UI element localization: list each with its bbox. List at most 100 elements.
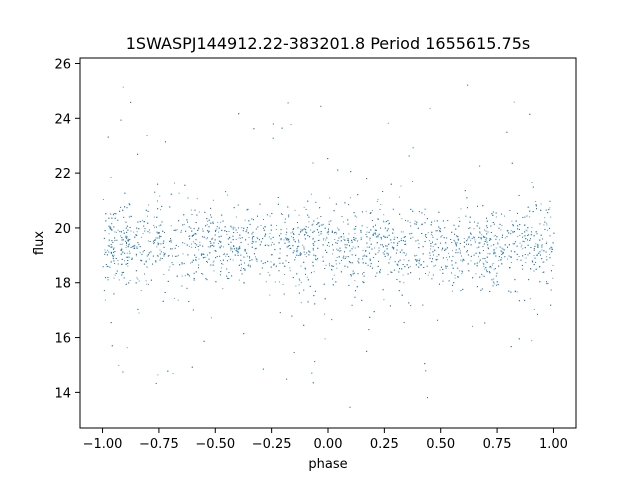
data-point [299,230,301,232]
data-point [241,273,243,275]
data-point [129,239,131,241]
x-axis-ticks: −1.00 −0.75 −0.50 −0.25 0.00 0.25 0.50 0.75 1.00 [83,428,568,452]
data-point [430,245,432,247]
data-point [529,216,531,218]
data-point [401,294,403,296]
data-point [399,281,401,283]
data-point [479,242,481,244]
data-point [546,256,548,258]
data-point [331,265,333,267]
data-point [302,229,304,231]
data-point [246,209,248,211]
data-point [502,248,504,250]
data-point [498,256,500,258]
data-point [348,204,350,206]
data-point [516,259,518,261]
data-point [499,223,501,225]
data-point [130,215,132,217]
data-point [202,257,204,259]
data-point [522,248,524,250]
data-point [110,244,112,246]
data-point [268,236,270,238]
data-point [333,274,335,276]
data-point [149,241,151,242]
data-point [211,238,213,240]
data-point [451,290,453,292]
data-point [362,258,364,260]
data-point [105,213,107,215]
data-point [539,223,541,225]
data-point [233,245,235,247]
data-point [527,254,529,256]
data-point [467,207,468,209]
data-point [280,238,282,240]
data-point [349,197,351,199]
data-point [315,201,317,203]
data-point [437,319,438,321]
data-point [495,216,497,218]
data-point [347,223,349,225]
data-point [228,243,230,245]
data-point [201,254,202,256]
data-point [107,245,109,247]
data-point [114,231,116,233]
data-point [170,238,171,239]
data-point [518,300,520,302]
data-point [415,223,417,225]
data-point [125,221,127,223]
data-point [405,220,406,221]
data-point [163,254,165,256]
data-point [205,238,207,240]
data-point [322,256,324,258]
data-point [129,243,130,245]
data-point [426,218,428,220]
data-point [126,256,128,258]
data-point [290,247,292,249]
data-point [242,230,244,232]
data-point [293,233,294,234]
data-point [436,230,438,232]
data-point [351,262,353,264]
data-point [353,237,355,238]
data-point [177,299,179,301]
data-point [146,135,148,136]
data-point [208,226,210,228]
data-point [294,209,296,211]
data-point [296,250,298,252]
data-point [322,244,324,246]
data-point [298,292,300,294]
data-point [279,257,281,259]
data-point [445,267,447,269]
data-point [446,265,448,267]
data-point [133,245,135,247]
data-point [485,260,487,262]
data-point [135,255,137,257]
data-point [297,246,298,248]
data-point [308,250,310,252]
data-point [320,231,322,233]
data-point [264,226,266,228]
data-point [361,225,363,227]
data-point [353,228,355,230]
data-point [348,241,350,243]
data-point [154,191,156,193]
data-point [401,268,403,270]
data-point [222,263,224,265]
data-point [231,227,233,229]
data-point [181,262,183,264]
data-point [160,251,162,253]
data-point [232,228,234,230]
data-point [305,209,307,210]
data-point [344,251,345,253]
data-point [292,252,294,254]
data-point [235,247,237,249]
data-point [514,251,516,253]
data-point [417,259,419,261]
data-point [330,220,332,222]
data-point [528,279,530,281]
data-point [489,291,491,292]
data-point [487,246,489,248]
data-point [453,239,455,241]
data-point [270,224,272,226]
data-point [307,301,309,303]
